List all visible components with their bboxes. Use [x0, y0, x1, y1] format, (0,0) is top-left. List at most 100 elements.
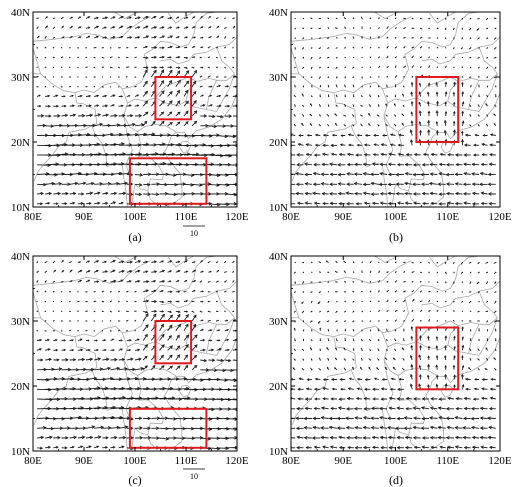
wind-vector: [361, 281, 363, 283]
wind-vector: [437, 435, 446, 440]
wind-vector: [167, 69, 173, 78]
wind-vector: [481, 378, 488, 382]
wind-vector: [77, 56, 80, 59]
wind-vector: [453, 345, 456, 351]
wind-vector: [403, 45, 406, 49]
wind-vector: [101, 320, 103, 322]
wind-vector: [487, 182, 496, 187]
wind-vector: [143, 15, 149, 19]
wind-vector: [370, 181, 379, 186]
wind-vector: [150, 120, 156, 127]
wind-vector: [410, 373, 413, 380]
wind-vector: [143, 66, 149, 69]
wind-vector: [183, 80, 190, 88]
wind-vector: [369, 320, 371, 322]
wind-vector: [151, 270, 158, 274]
wind-vector: [479, 406, 488, 411]
wind-vector: [37, 358, 44, 362]
wind-vector: [386, 261, 389, 264]
highlight-box: [128, 157, 208, 205]
wind-vector: [460, 271, 463, 274]
wind-vector: [362, 162, 371, 167]
wind-vector: [418, 354, 422, 361]
wind-vector: [412, 436, 421, 440]
wind-vector: [335, 338, 338, 342]
wind-vector: [134, 192, 143, 197]
wind-vector: [296, 201, 304, 205]
wind-vector: [444, 354, 447, 361]
wind-vector: [150, 313, 157, 322]
wind-vector: [386, 310, 389, 312]
wind-vector: [175, 260, 181, 264]
wind-vector: [175, 270, 181, 273]
wind-vector: [302, 27, 305, 29]
wind-vector: [412, 163, 421, 167]
wind-vector: [445, 310, 447, 312]
wind-vector: [321, 192, 329, 196]
wind-vector: [352, 329, 355, 332]
wind-vector: [363, 397, 371, 401]
wind-vector: [327, 300, 330, 304]
wind-vector: [109, 330, 112, 332]
wind-vector: [126, 280, 132, 283]
wind-vector: [494, 300, 497, 304]
wind-vector: [159, 80, 165, 88]
wind-vector: [455, 397, 463, 401]
wind-vector: [435, 91, 439, 97]
wind-vector: [301, 301, 304, 305]
wind-vector: [455, 162, 463, 167]
wind-vector: [110, 269, 116, 273]
wind-vector: [69, 339, 74, 342]
wind-vector: [224, 46, 227, 49]
coastline-segment: [374, 12, 399, 19]
wind-vector: [232, 56, 235, 59]
wind-vector: [94, 260, 100, 263]
wind-vector: [335, 76, 338, 79]
wind-vector: [208, 358, 216, 362]
wind-vector: [167, 270, 173, 273]
wind-vector: [403, 309, 405, 312]
wind-vector: [61, 330, 63, 332]
wind-vector: [369, 300, 372, 303]
wind-vector: [312, 416, 321, 421]
wind-vector: [294, 17, 296, 20]
wind-vector: [395, 426, 404, 430]
wind-vector: [301, 367, 305, 371]
wind-vector: [495, 338, 497, 342]
wind-vector: [468, 291, 472, 293]
wind-vector: [44, 56, 47, 59]
wind-vector: [126, 104, 132, 107]
wind-vector: [301, 310, 305, 314]
wind-vector: [471, 162, 480, 167]
wind-vector: [419, 344, 422, 351]
wind-vector: [224, 319, 229, 322]
wind-vector: [94, 425, 105, 430]
wind-vector: [310, 37, 313, 39]
wind-vector: [344, 328, 346, 332]
wind-vector: [377, 328, 380, 332]
wind-vector: [77, 338, 83, 341]
wind-vector: [335, 347, 338, 351]
y-tick-label: 30N: [269, 72, 288, 84]
wind-vector: [463, 445, 471, 450]
coastline-segment: [114, 12, 138, 19]
wind-vector: [85, 202, 92, 205]
wind-vector: [493, 47, 497, 50]
wind-vector: [159, 323, 164, 332]
wind-vector: [118, 47, 121, 49]
wind-vector: [421, 397, 429, 401]
wind-vector: [405, 153, 413, 157]
wind-vector: [69, 348, 75, 352]
wind-vector: [477, 367, 480, 371]
wind-vector: [420, 426, 429, 430]
wind-vector: [110, 366, 121, 371]
wind-vector: [52, 320, 55, 322]
wind-vector: [208, 94, 213, 97]
wind-vector: [460, 47, 463, 50]
wind-vector: [69, 191, 77, 196]
wind-vector: [329, 435, 338, 440]
wind-vector: [69, 261, 73, 264]
wind-vector: [101, 47, 105, 49]
wind-vector: [85, 445, 92, 449]
panel-c-wind-vectors: [36, 259, 237, 451]
